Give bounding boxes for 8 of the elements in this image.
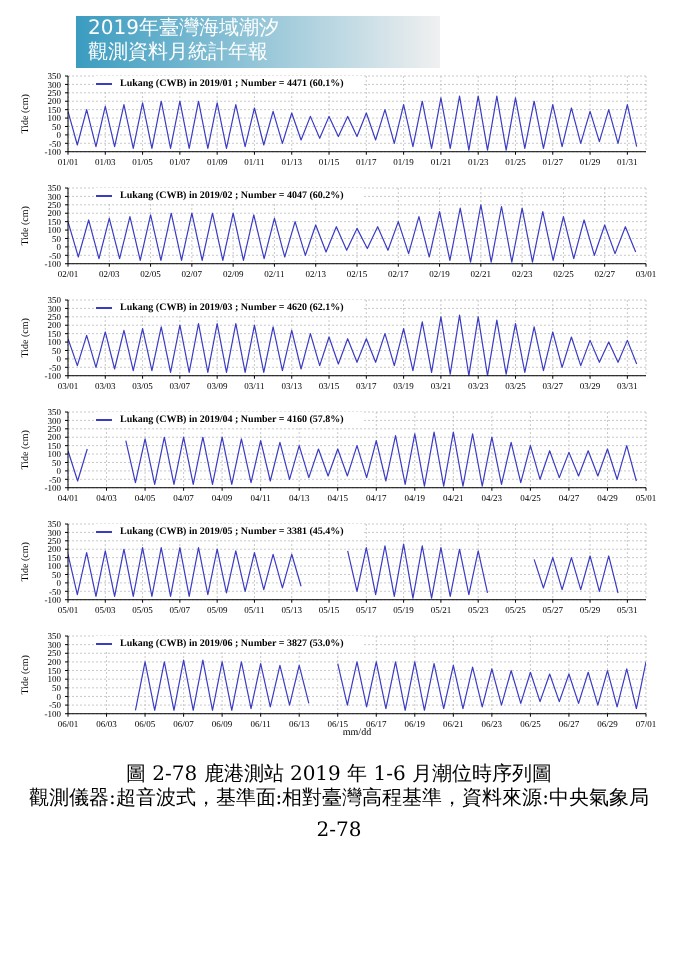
- text: 觀測資料月統計年報: [88, 42, 270, 66]
- line-series: [68, 314, 638, 376]
- line-series: [68, 95, 638, 151]
- text: 觀測儀器:超音波式，基準面:相對臺灣高程基準，資料來源:中央氣象局: [26, 788, 652, 812]
- text: 2-78: [314, 820, 364, 844]
- caption: 圖 2-78 鹿港測站 2019 年 1-6 月潮位時序列圖: [123, 764, 555, 787]
- line-series: [68, 204, 637, 263]
- text: 2019年臺灣海域潮汐: [88, 18, 281, 41]
